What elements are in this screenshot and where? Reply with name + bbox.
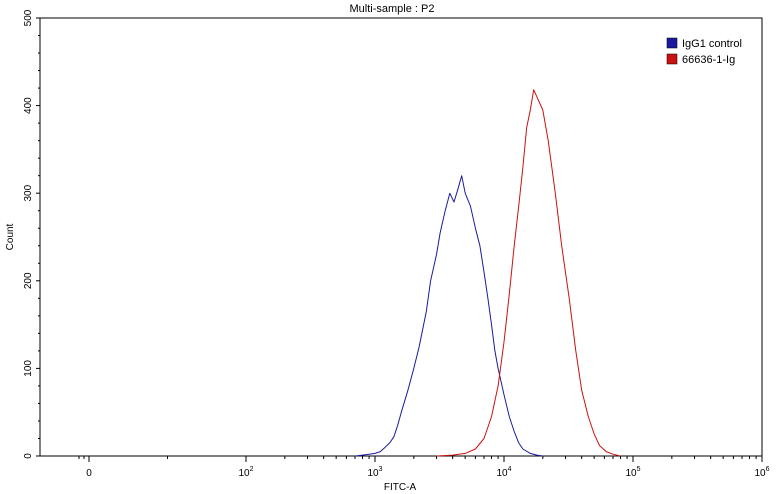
y-tick-label-0: 0 <box>23 453 34 459</box>
legend-label-66636-1-ig: 66636-1-Ig <box>682 54 735 66</box>
y-axis-title: Count <box>5 223 16 250</box>
series-layer <box>354 89 621 457</box>
x-tick-label-100000: 105 <box>625 466 640 479</box>
x-tick-label-0: 0 <box>86 468 92 479</box>
plot-frame <box>39 17 763 457</box>
y-tick-label-200: 200 <box>23 272 34 289</box>
series-line-66636-1-ig <box>436 89 621 457</box>
series-line-igg1-control <box>354 175 543 457</box>
legend-swatch-66636-1-ig <box>666 53 678 65</box>
legend: IgG1 control 66636-1-Ig <box>666 37 742 66</box>
y-tick-label-100: 100 <box>23 360 34 377</box>
y-tick-label-500: 500 <box>23 9 34 26</box>
legend-swatch-igg1-control <box>666 37 678 49</box>
y-tick-label-300: 300 <box>23 184 34 201</box>
y-tick-label-400: 400 <box>23 97 34 114</box>
x-tick-label-10000: 104 <box>496 466 511 479</box>
legend-label-igg1-control: IgG1 control <box>682 38 742 50</box>
x-tick-label-100: 102 <box>238 466 253 479</box>
x-axis-title: FITC-A <box>384 482 417 493</box>
x-tick-label-1000: 103 <box>367 466 382 479</box>
x-axis: 0 102 103 104 105 106 <box>78 456 770 479</box>
y-axis: 0 100 200 300 400 500 <box>23 9 40 459</box>
x-tick-label-1000000: 106 <box>754 466 769 479</box>
chart-title: Multi-sample : P2 <box>350 3 435 15</box>
